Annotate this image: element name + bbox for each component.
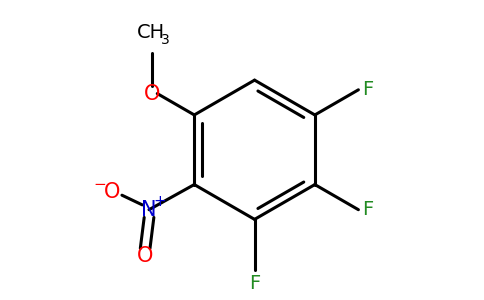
Text: 3: 3	[161, 33, 169, 47]
Text: F: F	[249, 274, 260, 293]
Text: −: −	[93, 177, 106, 192]
Text: F: F	[362, 200, 374, 219]
Text: O: O	[144, 84, 161, 103]
Text: +: +	[153, 194, 166, 209]
Text: O: O	[137, 246, 153, 266]
Text: F: F	[362, 80, 374, 99]
Text: CH: CH	[136, 23, 165, 42]
Text: O: O	[104, 182, 121, 202]
Text: N: N	[141, 200, 157, 220]
